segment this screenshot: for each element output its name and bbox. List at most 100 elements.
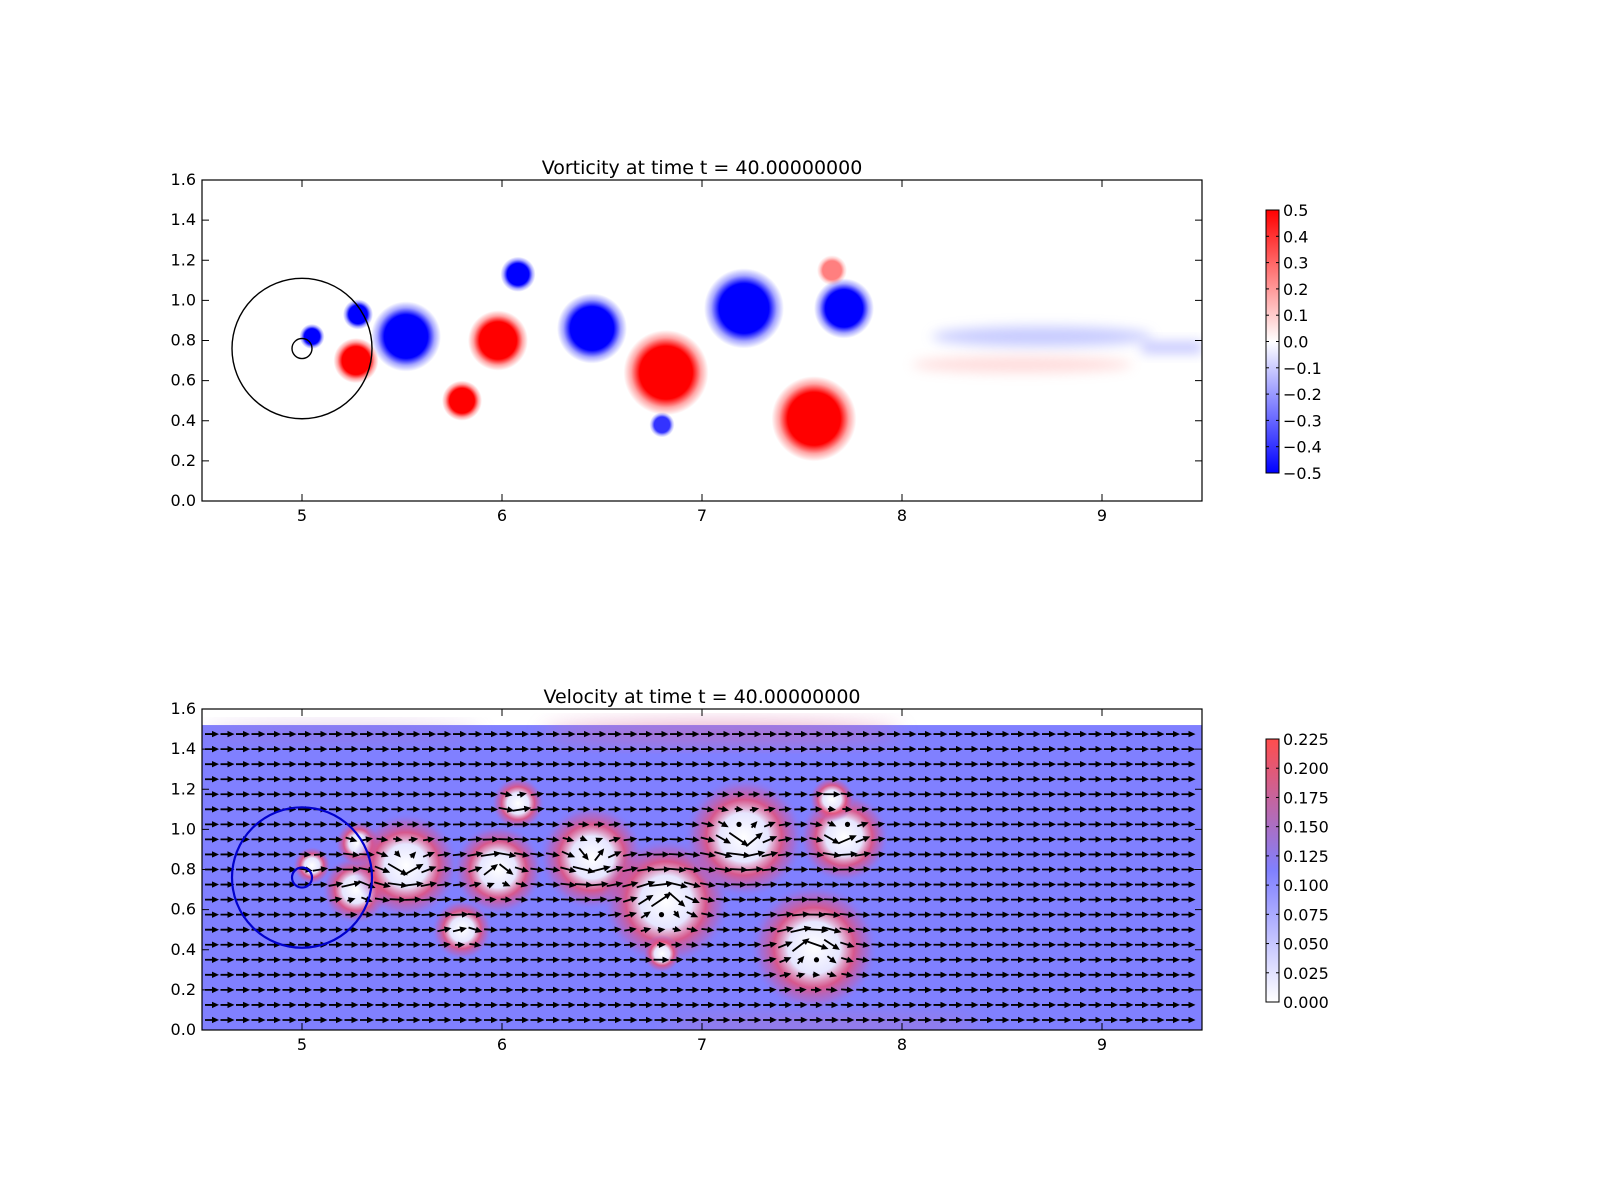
quiver-arrow xyxy=(653,851,670,858)
quiver-arrow xyxy=(485,896,497,903)
quiver-arrow xyxy=(822,926,842,934)
quiver-arrow xyxy=(823,834,840,844)
quiver-arrow xyxy=(1181,941,1196,948)
quiver-arrow xyxy=(1135,745,1149,753)
quiver-arrow xyxy=(1088,986,1103,994)
quiver-arrow xyxy=(390,941,406,948)
quiver-arrow xyxy=(329,760,343,768)
quiver-arrow xyxy=(887,1001,901,1009)
quiver-arrow xyxy=(1088,926,1103,933)
quiver-arrow xyxy=(995,881,1010,888)
quiver-arrow xyxy=(933,956,948,963)
y-tick-label: 0.4 xyxy=(171,940,196,959)
quiver-arrow xyxy=(701,941,715,948)
y-tick-label: 1.2 xyxy=(171,250,196,269)
quiver-arrow xyxy=(1104,911,1118,918)
quiver-arrow xyxy=(391,791,405,798)
quiver-arrow xyxy=(747,745,762,753)
quiver-arrow xyxy=(949,760,963,768)
quiver-arrow xyxy=(391,730,405,738)
quiver-arrow xyxy=(437,745,452,753)
quiver-arrow xyxy=(1181,760,1196,768)
quiver-arrow xyxy=(453,745,467,753)
quiver-arrow xyxy=(1166,851,1180,858)
quiver-arrow xyxy=(453,806,467,813)
quiver-arrow xyxy=(375,776,390,783)
quiver-arrow xyxy=(390,971,406,979)
quiver-arrow xyxy=(1119,821,1134,828)
quiver-arrow xyxy=(1011,836,1025,843)
quiver-arrow xyxy=(236,866,250,873)
y-tick-label: 1.4 xyxy=(171,739,196,758)
quiver-arrow xyxy=(949,986,963,994)
quiver-arrow xyxy=(608,730,622,738)
quiver-arrow xyxy=(1042,776,1056,783)
quiver-arrow xyxy=(376,851,389,858)
quiver-arrow xyxy=(205,1016,219,1024)
quiver-arrow xyxy=(933,851,948,858)
x-tick-label: 9 xyxy=(1097,1035,1107,1054)
quiver-arrow xyxy=(577,745,591,753)
quiver-arrow xyxy=(639,791,653,798)
quiver-arrow xyxy=(948,791,963,798)
quiver-arrow xyxy=(282,730,297,738)
quiver-arrow xyxy=(1042,926,1056,933)
quiver-arrow xyxy=(498,821,515,828)
quiver-arrow xyxy=(561,941,576,948)
quiver-arrow xyxy=(577,971,591,979)
quiver-arrow xyxy=(840,745,855,753)
quiver-arrow xyxy=(530,1001,545,1009)
quiver-arrow xyxy=(313,791,328,798)
quiver-arrow xyxy=(948,821,963,828)
quiver-arrow xyxy=(220,806,235,813)
quiver-arrow xyxy=(1135,971,1149,979)
quiver-arrow xyxy=(824,881,840,888)
quiver-arrow xyxy=(422,986,436,994)
quiver-arrow xyxy=(685,986,700,994)
quiver-arrow xyxy=(344,806,359,813)
vorticity-circles xyxy=(231,277,373,420)
quiver-arrow xyxy=(205,1001,219,1009)
quiver-arrow xyxy=(918,821,932,828)
quiver-arrow xyxy=(716,745,731,753)
quiver-arrow xyxy=(1026,836,1041,843)
quiver-arrow xyxy=(670,760,684,768)
quiver-arrow xyxy=(1150,896,1165,903)
body-circle xyxy=(230,806,374,949)
quiver-arrow xyxy=(886,881,902,888)
quiver-arrow xyxy=(701,956,715,963)
quiver-arrow xyxy=(701,821,715,828)
quiver-arrow xyxy=(1181,1001,1196,1009)
y-tick-label: 1.2 xyxy=(171,779,196,798)
quiver-arrow xyxy=(1181,730,1196,738)
quiver-arrow xyxy=(406,956,421,963)
vorticity-colorbar: 0.5 0.4 0.3 0.2 0.1 0.0 −0.1 −0.2 −0.3 −0.4 −0.5 xyxy=(1265,201,1322,483)
quiver-arrow xyxy=(530,851,545,858)
quiver-arrow xyxy=(545,851,560,858)
quiver-arrow xyxy=(763,971,777,979)
quiver-arrow xyxy=(980,866,994,873)
quiver-arrow xyxy=(747,986,762,994)
quiver-arrow xyxy=(793,851,809,858)
quiver-arrow xyxy=(205,866,219,873)
quiver-arrow xyxy=(639,760,653,768)
quiver-arrow xyxy=(918,1001,932,1009)
quiver-arrow xyxy=(546,806,560,813)
quiver-arrow xyxy=(654,730,669,738)
velocity-panel: Velocity at time t = 40.00000000 5 6 7 8 9 0… xyxy=(171,686,1329,1054)
quiver-arrow xyxy=(948,941,964,948)
quiver-arrow xyxy=(1135,911,1149,918)
quiver-arrow xyxy=(933,745,948,753)
quiver-arrow xyxy=(1088,866,1103,873)
quiver-arrow xyxy=(779,986,792,994)
quiver-arrow xyxy=(902,851,917,858)
quiver-arrow xyxy=(1135,836,1149,843)
quiver-arrow xyxy=(282,926,297,933)
quiver-arrow xyxy=(700,896,716,903)
colorbar-tick-label: 0.3 xyxy=(1283,254,1308,273)
quiver-arrow xyxy=(622,851,638,858)
quiver-arrow xyxy=(220,866,235,873)
quiver-arrow xyxy=(810,806,823,813)
quiver-arrow xyxy=(623,776,638,783)
